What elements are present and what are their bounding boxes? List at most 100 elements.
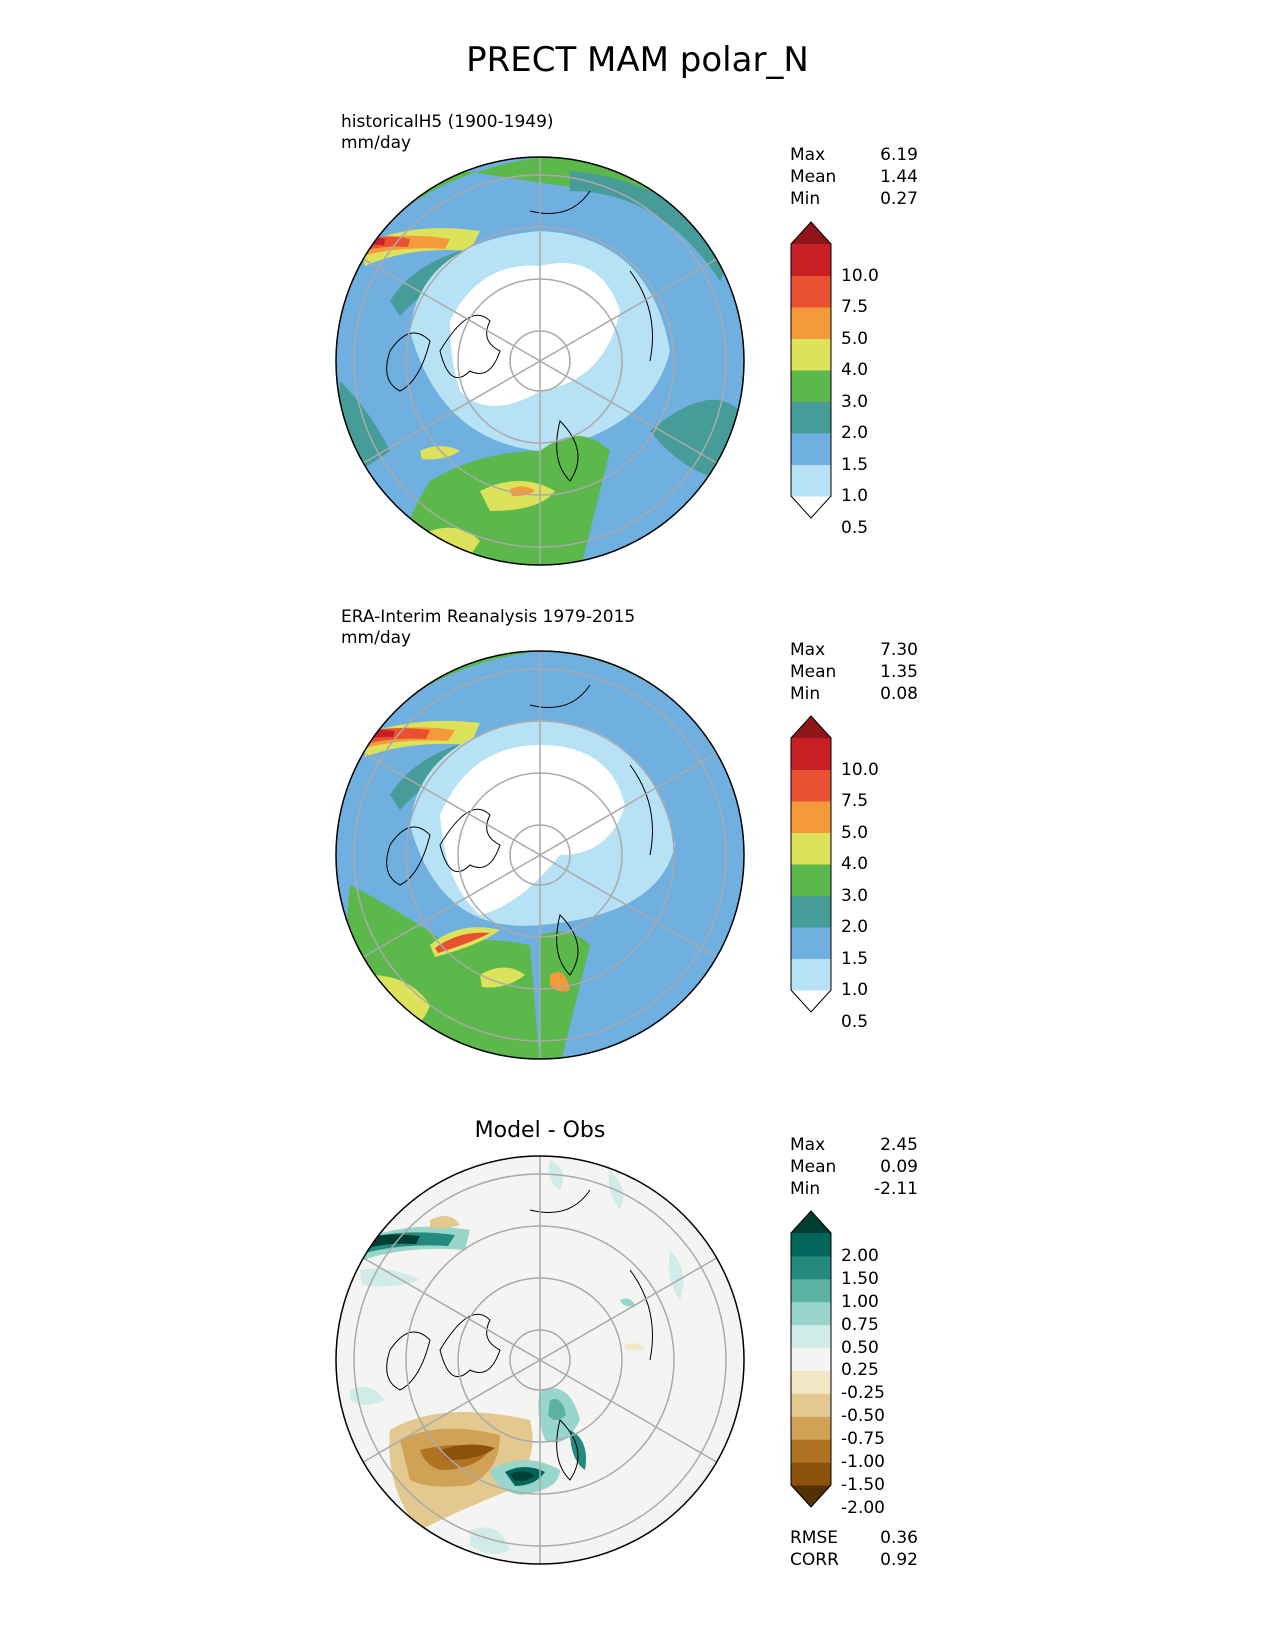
colorbar-segment — [791, 433, 831, 465]
colorbar-tick-label: -0.50 — [841, 1406, 885, 1427]
stat-label: Min — [790, 684, 821, 704]
colorbar-segment — [791, 769, 831, 802]
stat-label: Min — [790, 1179, 821, 1199]
colorbar-segment — [791, 1416, 831, 1440]
colorbar-segment — [791, 338, 831, 371]
colorbar-segment — [791, 244, 831, 276]
colorbar-outline — [790, 221, 832, 519]
colorbar-tick-label: 3.0 — [841, 391, 869, 412]
panel-3-metrics: RMSE 0.36 CORR 0.92 — [790, 1527, 918, 1571]
colorbar-segment — [791, 1393, 831, 1417]
colorbar-segment — [791, 801, 831, 833]
panel-2-colorbar — [790, 715, 832, 1013]
colorbar-tick-label: 1.0 — [841, 486, 869, 506]
stat-label: Max — [790, 640, 826, 660]
colorbar-segment — [791, 738, 831, 770]
colorbar-tick-label: 4.0 — [841, 854, 869, 874]
panel-1-stats: Max 6.19 Mean 1.44 Min 0.27 — [790, 144, 918, 210]
colorbar-segment — [791, 401, 831, 434]
colorbar-segment — [791, 927, 831, 959]
panel-1-colorbar-ticks: 10.0 7.5 5.0 4.0 3.0 2.0 1.5 1.0 0.5 — [841, 222, 901, 538]
colorbar-tick-label: 2.0 — [841, 423, 869, 443]
colorbar-segment — [791, 864, 831, 896]
stat-value: 0.09 — [880, 1157, 918, 1177]
colorbar-outline — [790, 1210, 832, 1508]
metric-label: CORR — [790, 1550, 839, 1570]
colorbar-tick-label: -2.00 — [841, 1497, 885, 1518]
stat-label: Max — [790, 145, 826, 165]
colorbar-tick-label: 3.0 — [841, 885, 869, 906]
colorbar-tick-label: 1.0 — [841, 980, 869, 1000]
panel-3-colorbar-ticks: 2.00 1.50 1.00 0.75 0.50 0.25 -0.25 -0.50 -0.75-… — [841, 1211, 901, 1518]
panel-1-colorbar — [790, 221, 832, 519]
colorbar-tick-label: 0.50 — [841, 1337, 879, 1358]
stat-label: Mean — [790, 662, 837, 682]
panel-1-units: mm/day — [341, 133, 412, 153]
colorbar-tick-label: 7.5 — [841, 791, 869, 811]
panel-2-title: ERA-Interim Reanalysis 1979-2015 mm/day — [341, 607, 635, 649]
colorbar-extend-min — [791, 1485, 831, 1507]
colorbar-tick-label: -0.25 — [841, 1383, 885, 1404]
colorbar-tick-label: 5.0 — [841, 822, 869, 843]
colorbar-tick-label: -0.75 — [841, 1429, 885, 1450]
colorbar-segment — [791, 1301, 831, 1326]
panel-1-polar-map — [335, 156, 745, 566]
colorbar-segment — [791, 1233, 831, 1257]
colorbar-tick-label: -1.00 — [841, 1452, 885, 1473]
colorbar-segment — [791, 832, 831, 865]
metric-value: 0.36 — [880, 1528, 918, 1548]
colorbar-tick-label: 1.00 — [841, 1291, 879, 1312]
stat-value: 7.30 — [880, 640, 918, 660]
colorbar-segment — [791, 1439, 831, 1463]
colorbar-tick-label: 1.5 — [841, 948, 869, 969]
stat-label: Mean — [790, 1157, 837, 1177]
colorbar-tick-label: 1.5 — [841, 454, 869, 475]
colorbar-segment — [791, 895, 831, 928]
stat-label: Mean — [790, 167, 837, 187]
colorbar-segment — [791, 275, 831, 308]
panel-2-stats: Max 7.30 Mean 1.35 Min 0.08 — [790, 639, 918, 705]
colorbar-tick-label: 10.0 — [841, 759, 879, 780]
panel-3-colorbar — [790, 1210, 832, 1508]
panel-2-polar-map — [335, 650, 745, 1060]
colorbar-segment — [791, 1255, 831, 1280]
metric-label: RMSE — [790, 1528, 839, 1548]
colorbar-segment — [791, 1278, 831, 1303]
colorbar-segment — [791, 958, 831, 991]
colorbar-extend-min — [791, 990, 831, 1012]
colorbar-tick-label: 0.5 — [841, 517, 869, 538]
stat-value: 0.08 — [880, 684, 918, 704]
stat-value: 1.44 — [880, 167, 918, 187]
stat-label: Max — [790, 1135, 826, 1155]
metric-value: 0.92 — [880, 1550, 918, 1570]
stat-value: 6.19 — [880, 145, 918, 165]
colorbar-tick-label: 2.0 — [841, 917, 869, 937]
stat-value: -2.11 — [874, 1179, 918, 1199]
panel-2-title-line1: ERA-Interim Reanalysis 1979-2015 — [341, 607, 636, 627]
panel-3-stats: Max 2.45 Mean 0.09 Min -2.11 — [790, 1134, 918, 1200]
panel-1-title: historicalH5 (1900-1949) mm/day — [341, 112, 554, 154]
colorbar-tick-label: 10.0 — [841, 265, 879, 286]
panel-3-polar-map — [335, 1155, 745, 1565]
stat-value: 0.27 — [880, 189, 918, 209]
colorbar-extend-max — [791, 716, 831, 738]
panel-3-title: Model - Obs — [474, 1118, 606, 1143]
colorbar-tick-label: 0.5 — [841, 1011, 869, 1032]
colorbar-extend-min — [791, 496, 831, 518]
colorbar-segment — [791, 464, 831, 497]
colorbar-segment — [791, 307, 831, 339]
stat-value: 1.35 — [880, 662, 918, 682]
colorbar-segment — [791, 1347, 831, 1371]
colorbar-outline — [790, 715, 832, 1013]
colorbar-tick-label: -1.50 — [841, 1475, 885, 1495]
colorbar-segment — [791, 1370, 831, 1394]
panel-2-colorbar-ticks: 10.0 7.5 5.0 4.0 3.0 2.0 1.5 1.0 0.5 — [841, 716, 901, 1032]
colorbar-tick-label: 0.25 — [841, 1360, 879, 1381]
colorbar-segment — [791, 1462, 831, 1486]
colorbar-tick-label: 4.0 — [841, 360, 869, 380]
panel-1-title-line1: historicalH5 (1900-1949) — [341, 112, 554, 132]
colorbar-extend-max — [791, 222, 831, 244]
colorbar-tick-label: 1.50 — [841, 1268, 879, 1289]
stat-value: 2.45 — [880, 1135, 918, 1155]
colorbar-tick-label: 7.5 — [841, 297, 869, 317]
